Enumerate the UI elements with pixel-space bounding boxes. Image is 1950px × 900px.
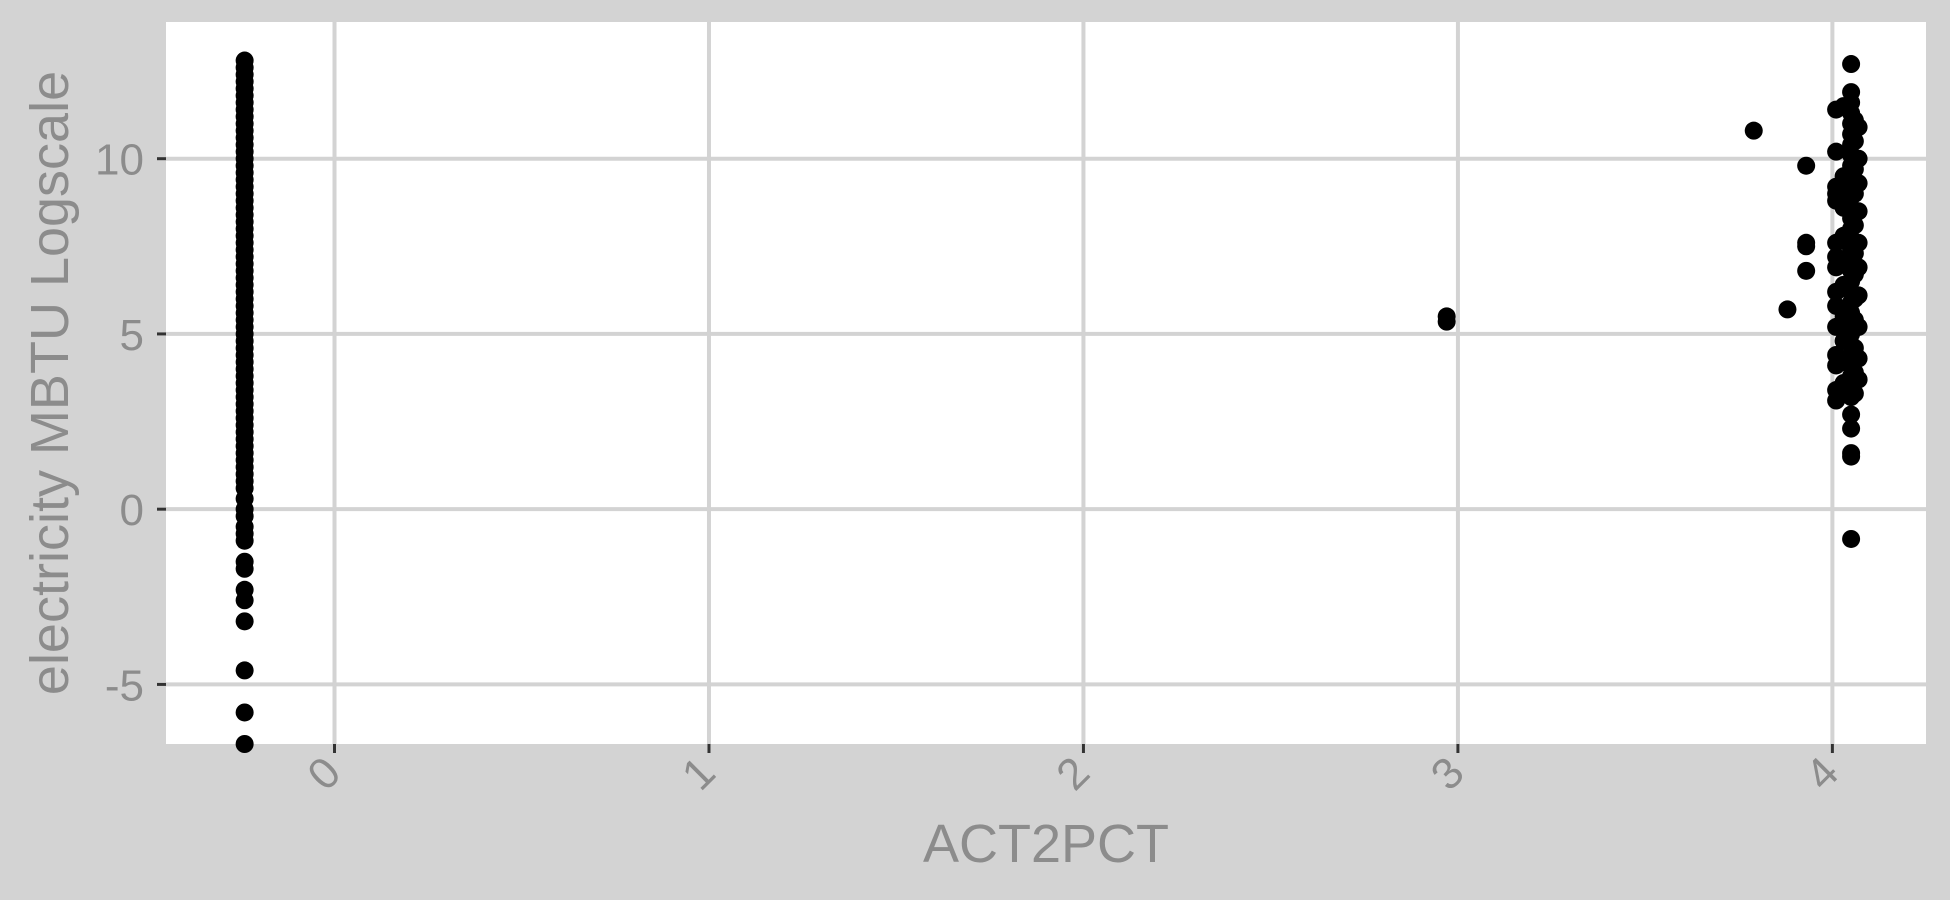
data-point bbox=[235, 531, 254, 550]
data-point bbox=[1845, 216, 1864, 235]
data-point bbox=[1849, 370, 1868, 389]
data-point bbox=[235, 559, 254, 578]
x-tick-label: 3 bbox=[1422, 748, 1474, 800]
data-point bbox=[1797, 156, 1816, 175]
data-point bbox=[1842, 447, 1861, 466]
data-point bbox=[1827, 142, 1846, 161]
data-point bbox=[1849, 174, 1868, 193]
y-tick-label: 10 bbox=[95, 136, 144, 185]
x-tick-label: 0 bbox=[298, 748, 350, 800]
data-point bbox=[1842, 405, 1861, 424]
data-point bbox=[1827, 391, 1846, 410]
data-point bbox=[1437, 312, 1456, 331]
data-points bbox=[235, 51, 1868, 753]
data-point bbox=[1797, 261, 1816, 280]
data-point bbox=[1778, 300, 1797, 319]
data-point bbox=[1797, 237, 1816, 256]
data-point bbox=[235, 612, 254, 631]
data-point bbox=[235, 735, 254, 753]
data-point bbox=[1849, 149, 1868, 168]
y-tick-label: -5 bbox=[105, 661, 144, 710]
data-point bbox=[1842, 529, 1861, 548]
plot-panel bbox=[166, 22, 1926, 744]
data-point bbox=[1845, 132, 1864, 151]
data-point bbox=[235, 703, 254, 722]
data-point bbox=[1849, 202, 1868, 221]
x-axis-title: ACT2PCT bbox=[923, 814, 1169, 874]
data-point bbox=[235, 661, 254, 680]
x-tick-label: 2 bbox=[1047, 748, 1099, 800]
y-tick-label: 0 bbox=[120, 486, 144, 535]
data-point bbox=[1849, 317, 1868, 336]
data-point bbox=[1849, 349, 1868, 368]
x-tick-label: 1 bbox=[673, 748, 725, 800]
data-point bbox=[1842, 55, 1861, 74]
data-point bbox=[235, 591, 254, 610]
data-point bbox=[1842, 419, 1861, 438]
data-point bbox=[1849, 286, 1868, 305]
data-point bbox=[1849, 233, 1868, 252]
y-tick-label: 5 bbox=[120, 311, 144, 360]
data-point bbox=[1744, 121, 1763, 140]
x-tick-label: 4 bbox=[1796, 748, 1848, 800]
data-point bbox=[1849, 258, 1868, 277]
y-axis-title: electricity MBTU Logscale bbox=[20, 71, 80, 695]
data-point bbox=[1845, 384, 1864, 403]
axis-ticks bbox=[157, 157, 1834, 753]
data-point bbox=[1849, 118, 1868, 137]
